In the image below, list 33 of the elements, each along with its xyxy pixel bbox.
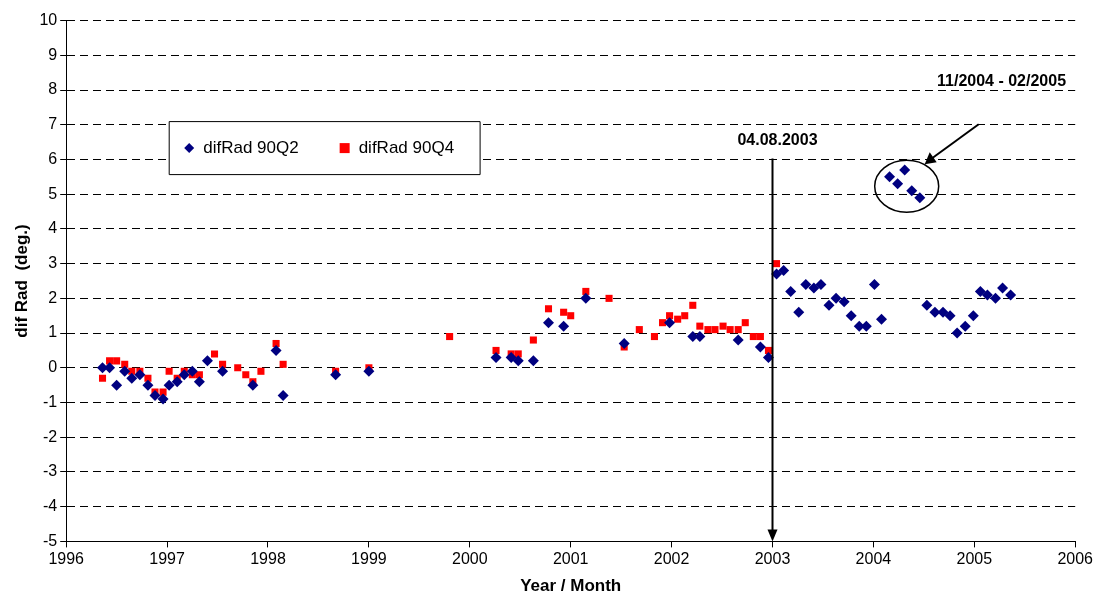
y-tick-label: 6 (48, 149, 58, 167)
x-tick-label: 2002 (653, 550, 690, 568)
y-axis-title: dif Rad (deg.) (11, 224, 31, 338)
y-tick-label: -5 (42, 531, 58, 549)
y-tick-label: 10 (39, 11, 58, 29)
y-tick-label: 0 (48, 358, 58, 376)
x-axis-title: Year / Month (520, 576, 622, 596)
x-tick-label: 1999 (351, 550, 387, 568)
y-tick-label: 4 (48, 219, 58, 237)
x-tick-label: 2001 (552, 550, 589, 568)
legend-label: difRad 90Q2 (203, 137, 299, 157)
annotation: 11/2004 - 02/2005 (937, 72, 1067, 90)
x-tick-label: 1997 (149, 550, 185, 568)
y-tick-label: -2 (42, 427, 58, 445)
x-tick-label: 2003 (754, 550, 791, 568)
y-tick-label: 7 (48, 115, 58, 133)
x-tick-label: 2006 (1057, 550, 1094, 568)
y-tick-label: 9 (48, 45, 58, 63)
y-tick-label: 5 (48, 184, 58, 202)
x-tick-label: 2000 (452, 550, 488, 568)
y-tick-label: -3 (42, 462, 58, 480)
x-tick-label: 2004 (855, 550, 892, 568)
y-tick-label: 1 (48, 323, 58, 341)
y-tick-label: 3 (48, 254, 58, 272)
legend-label: difRad 90Q4 (358, 137, 455, 157)
y-tick-label: -4 (42, 497, 58, 515)
y-tick-label: 8 (48, 80, 58, 98)
x-tick-label: 2005 (956, 550, 993, 568)
x-tick-label: 1998 (250, 550, 286, 568)
y-tick-label: -1 (42, 392, 58, 410)
ref-line-label: 04.08.2003 (737, 131, 818, 149)
y-tick-label: 2 (48, 288, 58, 306)
x-tick-label: 1996 (48, 550, 85, 568)
